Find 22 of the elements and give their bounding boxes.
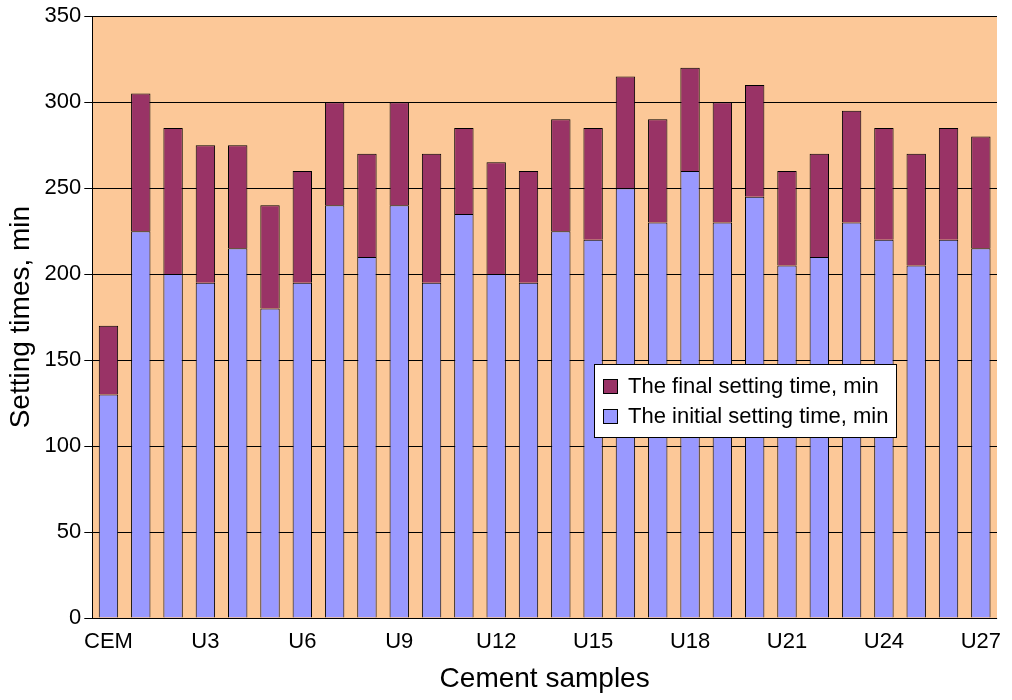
x-axis-title: Cement samples	[439, 661, 650, 693]
x-tick-label: U24	[863, 628, 905, 654]
x-tick-label: U15	[572, 628, 614, 654]
x-tick-label: U21	[766, 628, 808, 654]
y-tick-label: 300	[44, 88, 82, 114]
y-axis-title: Setting times, min	[3, 205, 35, 429]
legend-label: The final setting time, min	[628, 372, 879, 401]
y-tick-label: 350	[44, 2, 82, 28]
y-tick-label: 200	[44, 260, 82, 286]
y-tick-label: 150	[44, 346, 82, 372]
x-tick-label: U3	[191, 628, 220, 654]
y-tick-label: 0	[69, 604, 82, 630]
x-tick-label: U9	[385, 628, 414, 654]
x-tick-label: CEM	[84, 628, 133, 654]
x-tick-label: U6	[288, 628, 317, 654]
y-tick-label: 50	[56, 518, 82, 544]
x-tick-label: U18	[669, 628, 711, 654]
y-tick-label: 100	[44, 432, 82, 458]
y-tick-label: 250	[44, 174, 82, 200]
legend-label: The initial setting time, min	[628, 402, 889, 431]
x-tick-label: U12	[476, 628, 517, 654]
x-tick-label: U27	[960, 628, 1002, 654]
